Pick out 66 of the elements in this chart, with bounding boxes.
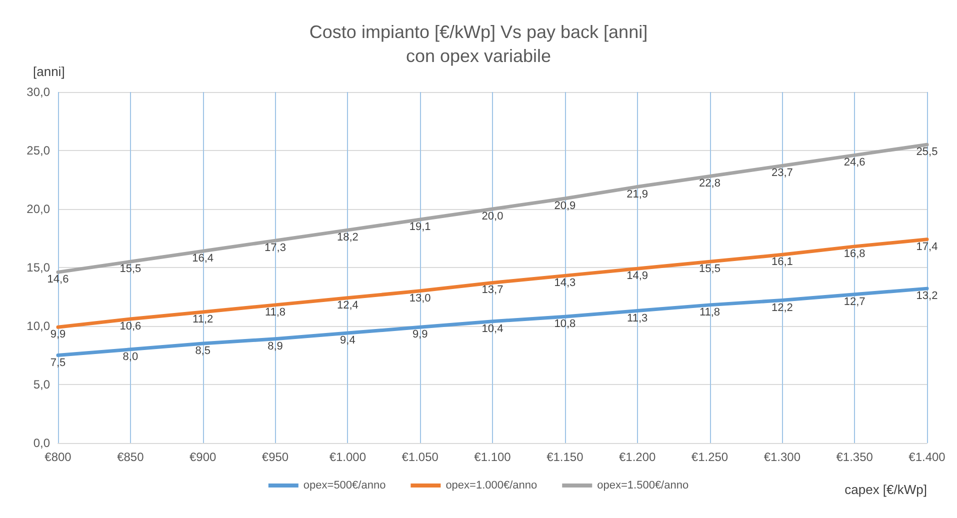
- x-tick-label: €1.250: [691, 450, 728, 464]
- x-tick-label: €950: [262, 450, 289, 464]
- legend-label: opex=500€/anno: [303, 480, 386, 492]
- data-label: 21,9: [626, 188, 648, 200]
- data-label: 15,5: [699, 263, 720, 276]
- data-label: 9,9: [412, 328, 428, 341]
- legend-label: opex=1.000€/anno: [446, 480, 538, 492]
- y-axis-title: [anni]: [33, 64, 65, 79]
- data-label: 8,5: [195, 345, 210, 358]
- x-tick-label: €1.350: [836, 450, 874, 464]
- data-label: 11,2: [192, 313, 214, 326]
- data-label: 25,5: [916, 146, 938, 158]
- data-label: 20,0: [482, 210, 504, 222]
- data-label: 19,1: [409, 221, 431, 234]
- y-tick-label: 20,0: [26, 202, 50, 216]
- data-label: 17,4: [916, 240, 938, 253]
- chart-subtitle: con opex variabile: [406, 46, 552, 66]
- legend-label: opex=1.500€/anno: [597, 480, 689, 492]
- data-label: 7,5: [50, 356, 66, 369]
- data-label: 8,0: [122, 350, 138, 363]
- y-tick-label: 0,0: [33, 436, 50, 450]
- data-label: 12,4: [336, 299, 358, 312]
- data-label: 24,6: [844, 156, 866, 169]
- y-tick-label: 5,0: [33, 378, 50, 392]
- x-tick-label: €850: [117, 450, 144, 464]
- y-tick-label: 25,0: [26, 144, 50, 158]
- data-label: 15,5: [120, 263, 142, 276]
- data-label: 14,9: [626, 270, 648, 282]
- chart-title: Costo impianto [€/kWp] Vs pay back [anni]: [309, 22, 648, 42]
- x-tick-label: €1.050: [402, 450, 439, 464]
- x-tick-label: €1.300: [764, 450, 801, 464]
- data-label: 12,2: [771, 302, 793, 314]
- x-axis-title: capex [€/kWp]: [844, 482, 927, 497]
- data-label: 23,7: [771, 167, 793, 180]
- data-label: 20,9: [554, 200, 576, 212]
- y-tick-label: 15,0: [26, 260, 50, 274]
- data-label: 9,4: [340, 334, 356, 347]
- data-label: 8,9: [268, 340, 283, 352]
- data-label: 13,2: [916, 290, 938, 302]
- data-label: 14,6: [47, 274, 69, 286]
- x-tick-label: €1.200: [618, 450, 656, 464]
- data-label: 18,2: [336, 232, 358, 244]
- data-label: 9,9: [50, 328, 66, 341]
- y-tick-label: 30,0: [26, 85, 50, 99]
- data-label: 17,3: [264, 242, 286, 254]
- x-tick-label: €1.400: [908, 450, 946, 464]
- x-tick-label: €900: [189, 450, 217, 464]
- data-label: 10,8: [554, 318, 576, 330]
- data-label: 10,6: [120, 320, 142, 332]
- data-label: 13,0: [409, 292, 431, 304]
- data-label: 13,7: [482, 284, 504, 296]
- data-label: 12,7: [844, 296, 866, 308]
- data-label: 16,8: [844, 248, 866, 260]
- x-tick-label: €1.000: [329, 450, 366, 464]
- y-tick-label: 10,0: [26, 319, 50, 333]
- data-label: 22,8: [699, 178, 720, 190]
- x-tick-label: €1.100: [474, 450, 512, 464]
- data-label: 11,3: [627, 312, 648, 324]
- data-label: 11,8: [264, 306, 286, 318]
- x-tick-label: €1.150: [546, 450, 584, 464]
- data-label: 14,3: [554, 277, 576, 290]
- data-label: 16,1: [771, 256, 793, 268]
- data-label: 10,4: [482, 322, 504, 335]
- x-tick-label: €800: [44, 450, 72, 464]
- data-label: 16,4: [192, 252, 214, 265]
- data-label: 11,8: [699, 306, 720, 318]
